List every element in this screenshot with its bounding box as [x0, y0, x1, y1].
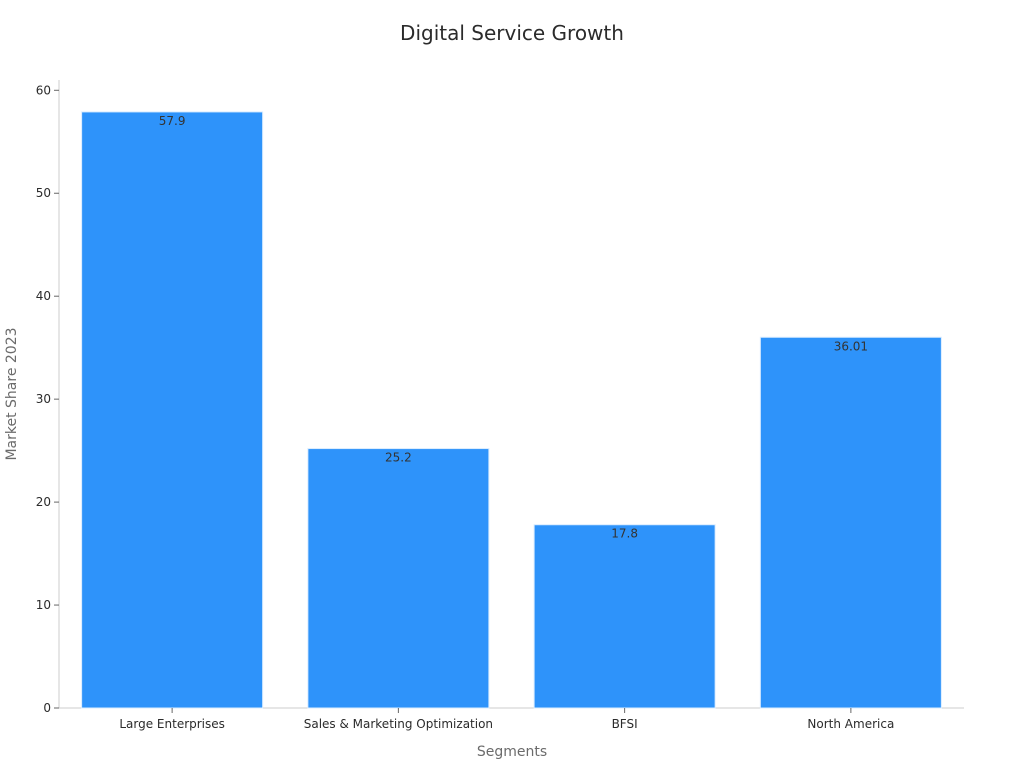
- bar: [533, 524, 716, 709]
- bar-series: 57.9 25.2 17.8 36.01: [81, 111, 942, 709]
- bar-value-label: 36.01: [834, 339, 868, 353]
- y-tick-label: 50: [36, 186, 51, 200]
- y-tick-label: 20: [36, 495, 51, 509]
- y-tick-label: 0: [43, 701, 51, 715]
- bar-value-label: 17.8: [611, 527, 638, 541]
- y-axis-label: Market Share 2023: [4, 327, 20, 460]
- y-tick-label: 60: [36, 83, 51, 97]
- x-axis-label: Segments: [477, 744, 547, 760]
- bar-value-label: 25.2: [385, 451, 412, 465]
- bar: [307, 448, 490, 709]
- x-tick-label: Sales & Marketing Optimization: [304, 717, 493, 731]
- bar: [81, 111, 264, 709]
- y-tick-label: 30: [36, 392, 51, 406]
- y-axis-ticks: 0 10 20 30 40 50 60: [36, 83, 59, 715]
- x-tick-label: BFSI: [612, 717, 638, 731]
- x-axis-ticks: Large Enterprises Sales & Marketing Optim…: [119, 708, 894, 731]
- x-tick-label: Large Enterprises: [119, 717, 225, 731]
- bar: [759, 336, 942, 709]
- y-tick-label: 40: [36, 289, 51, 303]
- x-tick-label: North America: [807, 717, 894, 731]
- y-tick-label: 10: [36, 598, 51, 612]
- chart-title: Digital Service Growth: [400, 21, 624, 45]
- bar-value-label: 57.9: [159, 114, 186, 128]
